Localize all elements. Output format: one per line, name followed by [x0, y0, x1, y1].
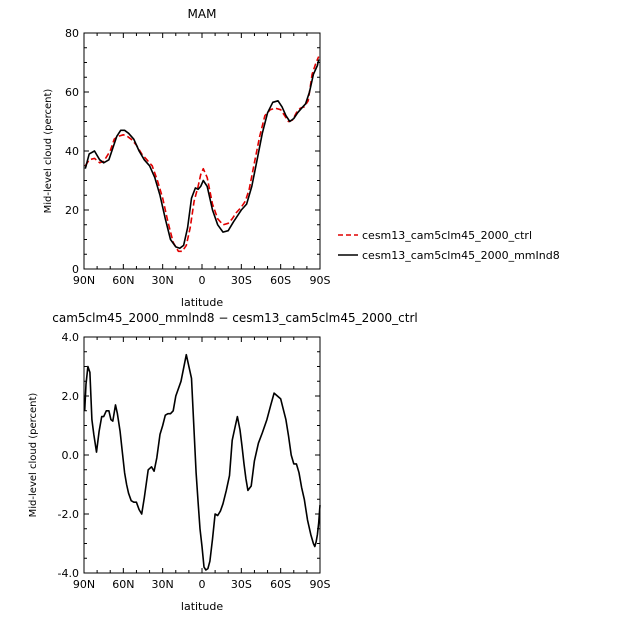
x-axis-label: latitude: [181, 600, 223, 613]
chart-mam: MAM Mid-level cloud (percent) latitude 9…: [43, 7, 331, 309]
y-tick-label: -4.0: [58, 567, 79, 580]
x-tick-label: 60N: [112, 274, 134, 287]
legend-label-ctrl: cesm13_cam5clm45_2000_ctrl: [362, 229, 532, 242]
y-tick-label: 40: [65, 145, 79, 158]
y-tick-label: 2.0: [62, 390, 80, 403]
x-tick-label: 30S: [231, 578, 252, 591]
tick-marks: [83, 336, 321, 574]
x-tick-label: 30N: [152, 274, 174, 287]
x-tick-label: 30S: [231, 274, 252, 287]
x-tick-label: 60S: [270, 274, 291, 287]
y-tick-label: 80: [65, 27, 79, 40]
y-tick-label: 0: [72, 263, 79, 276]
y-tick-label: 4.0: [62, 331, 80, 344]
y-tick-label: 20: [65, 204, 79, 217]
x-tick-label: 60S: [270, 578, 291, 591]
series-line-0-1: [84, 59, 320, 250]
series-lines: [83, 353, 321, 571]
chart-title: MAM: [188, 7, 217, 21]
x-tick-label: 60N: [112, 578, 134, 591]
tick-labels: 90N 60N 30N 0 30S 60S 90S 0 20 40 60 80: [65, 27, 331, 287]
x-tick-label: 90S: [310, 274, 331, 287]
series-line-1-0: [83, 353, 321, 571]
x-tick-label: 30N: [152, 578, 174, 591]
legend: cesm13_cam5clm45_2000_ctrl cesm13_cam5cl…: [338, 229, 560, 262]
x-tick-label: 0: [199, 578, 206, 591]
y-axis-label: Mid-level cloud (percent): [28, 393, 39, 518]
plot-frame: [83, 336, 321, 574]
y-tick-label: 60: [65, 86, 79, 99]
x-axis-label: latitude: [181, 296, 223, 309]
x-tick-label: 0: [199, 274, 206, 287]
x-tick-label: 90N: [73, 274, 95, 287]
series-lines: [84, 56, 320, 253]
chart-difference: cam5clm45_2000_mmlnd8 − cesm13_cam5clm45…: [28, 311, 418, 613]
y-axis-label: Mid-level cloud (percent): [43, 89, 54, 214]
y-tick-label: 0.0: [62, 449, 80, 462]
chart-title: cam5clm45_2000_mmlnd8 − cesm13_cam5clm45…: [52, 311, 417, 325]
x-tick-label: 90N: [73, 578, 95, 591]
tick-marks: [83, 32, 321, 270]
legend-label-mmlnd8: cesm13_cam5clm45_2000_mmInd8: [362, 249, 560, 262]
y-tick-label: -2.0: [58, 508, 79, 521]
x-tick-label: 90S: [310, 578, 331, 591]
tick-labels: 90N 60N 30N 0 30S 60S 90S -4.0 -2.0 0.0 2.0 4.0: [58, 331, 331, 591]
series-line-0-0: [84, 56, 320, 253]
plot-frame: [83, 32, 321, 270]
